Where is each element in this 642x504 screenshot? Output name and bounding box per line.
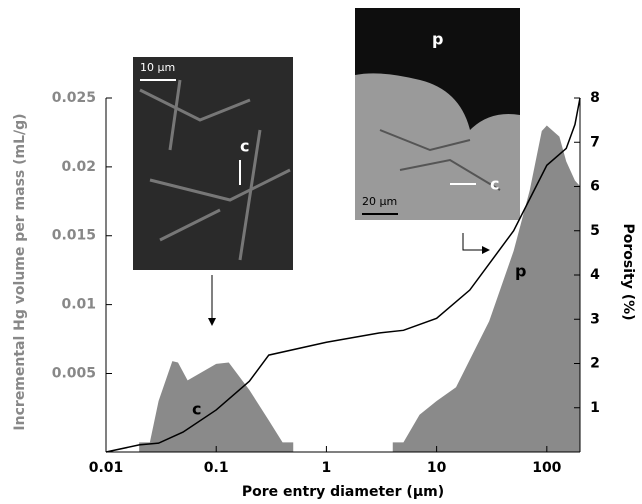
y2-tick-label: 6 [590, 179, 600, 195]
texture [379, 129, 501, 191]
y-tick-label: 0.02 [61, 159, 96, 175]
micrograph [133, 57, 293, 270]
y-tick-label: 0.005 [52, 365, 96, 381]
y2-tick-label: 4 [590, 267, 600, 283]
y2-tick-label: 3 [590, 311, 600, 327]
y2-tick-label: 1 [590, 400, 600, 416]
x-tick-label: 10 [427, 460, 447, 476]
annotation: c [490, 175, 499, 194]
y2-tick-label: 5 [590, 223, 600, 239]
texture [139, 79, 291, 261]
y2-tick-label: 7 [590, 134, 600, 150]
y2-axis-label: Porosity (%) [620, 223, 636, 320]
y-tick-label: 0.01 [61, 297, 96, 313]
annotation: 10 µm [140, 61, 175, 74]
annotation: p [515, 262, 526, 281]
arrow-head [208, 318, 216, 326]
y2-tick-label: 2 [590, 356, 600, 372]
y-tick-label: 0.015 [52, 228, 96, 244]
annotation: 20 µm [362, 195, 397, 208]
arrow-head [482, 246, 490, 254]
area [392, 125, 580, 452]
arrow [462, 233, 484, 251]
annotation: p [432, 30, 443, 49]
annotation: c [192, 400, 201, 419]
x-tick-label: 1 [322, 460, 332, 476]
pore-region [355, 8, 520, 130]
x-axis-label: Pore entry diameter (µm) [242, 484, 444, 500]
area [139, 361, 294, 452]
plot-area [105, 97, 581, 453]
y-tick-label: 0.025 [52, 90, 96, 106]
line [105, 97, 581, 453]
x-tick-label: 0.01 [89, 460, 124, 476]
annotation: c [240, 137, 249, 156]
inset-left [133, 57, 293, 326]
inset-right [355, 8, 520, 254]
x-tick-label: 0.1 [204, 460, 229, 476]
y-axis-label: Incremental Hg volume per mass (mL/g) [12, 113, 28, 430]
y2-tick-label: 8 [590, 90, 600, 106]
x-tick-label: 100 [532, 460, 561, 476]
